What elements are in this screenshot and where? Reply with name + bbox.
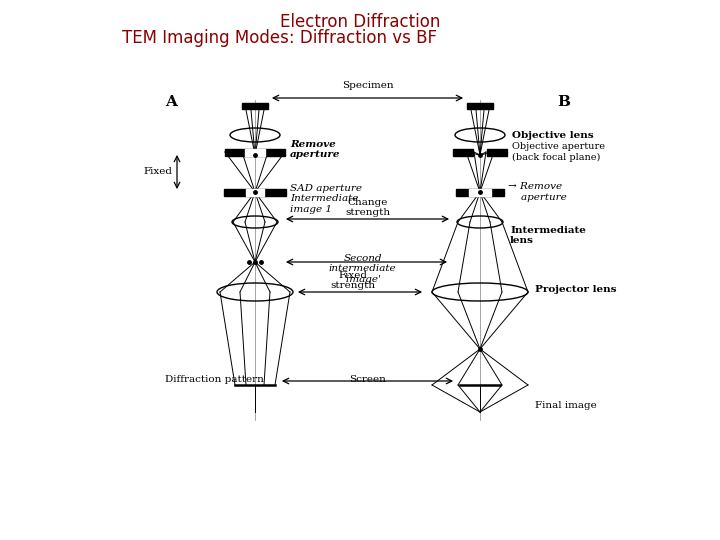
Bar — [246, 188, 264, 195]
Bar — [453, 148, 473, 156]
Bar — [469, 188, 491, 195]
Bar — [456, 188, 504, 195]
Text: SAD aperture
Intermediate
image 1: SAD aperture Intermediate image 1 — [290, 184, 362, 214]
Bar — [467, 103, 493, 109]
Text: Fixed
strength: Fixed strength — [330, 271, 375, 290]
Text: Remove
aperture: Remove aperture — [290, 140, 341, 159]
Text: Specimen: Specimen — [342, 81, 393, 90]
Bar — [225, 148, 285, 156]
Text: Objective aperture
(back focal plane): Objective aperture (back focal plane) — [512, 142, 605, 162]
Text: Change
strength: Change strength — [345, 198, 390, 217]
Text: → Remove
    aperture: → Remove aperture — [508, 183, 567, 202]
Bar — [245, 148, 265, 156]
Text: Fixed: Fixed — [143, 167, 172, 177]
Bar — [242, 103, 268, 109]
Text: Intermediate
lens: Intermediate lens — [510, 226, 586, 245]
Text: TEM Imaging Modes: Diffraction vs BF: TEM Imaging Modes: Diffraction vs BF — [122, 29, 438, 47]
Text: Electron Diffraction: Electron Diffraction — [280, 13, 440, 31]
Text: A: A — [165, 95, 177, 109]
Text: Screen: Screen — [349, 375, 386, 384]
Text: Objective lens: Objective lens — [512, 131, 593, 139]
Text: Diffraction pattern: Diffraction pattern — [165, 375, 264, 384]
Bar — [487, 148, 507, 156]
Text: B: B — [557, 95, 570, 109]
Text: Projector lens: Projector lens — [535, 286, 616, 294]
Text: Final image: Final image — [535, 401, 597, 409]
Text: Second
intermediate
'image': Second intermediate 'image' — [329, 254, 396, 284]
Bar — [224, 188, 286, 195]
